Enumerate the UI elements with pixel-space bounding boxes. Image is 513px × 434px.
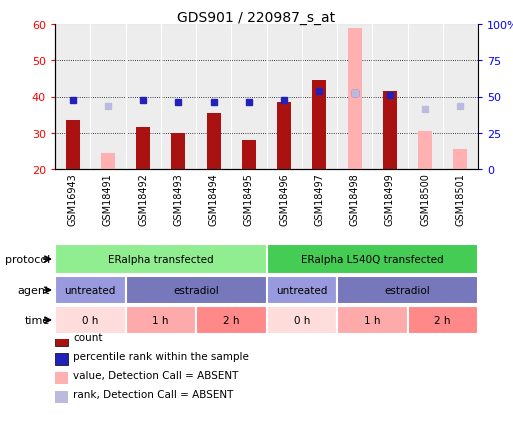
Bar — [90, 25, 126, 170]
Bar — [266, 276, 337, 304]
Bar — [312, 81, 326, 170]
Bar — [337, 276, 478, 304]
Bar — [161, 25, 196, 170]
Bar — [126, 276, 266, 304]
Bar — [407, 306, 478, 334]
Text: untreated: untreated — [65, 285, 116, 295]
Bar — [66, 121, 80, 170]
Text: 0 h: 0 h — [82, 315, 98, 325]
Text: agent: agent — [17, 285, 50, 295]
Bar — [55, 306, 126, 334]
Bar — [372, 25, 407, 170]
Bar — [418, 132, 432, 170]
Bar — [407, 25, 443, 170]
Text: value, Detection Call = ABSENT: value, Detection Call = ABSENT — [73, 370, 239, 380]
Bar — [126, 306, 196, 334]
Bar — [453, 150, 467, 170]
Text: 0 h: 0 h — [293, 315, 310, 325]
Text: protocol: protocol — [5, 254, 50, 264]
Bar — [337, 25, 372, 170]
Bar — [207, 114, 221, 170]
Bar — [383, 92, 397, 170]
Bar — [266, 244, 478, 274]
Bar — [55, 353, 68, 365]
Text: 2 h: 2 h — [435, 315, 451, 325]
Bar — [337, 306, 407, 334]
Bar — [55, 391, 68, 403]
Text: percentile rank within the sample: percentile rank within the sample — [73, 351, 249, 361]
Bar — [348, 29, 362, 170]
Bar — [196, 25, 231, 170]
Bar — [55, 25, 90, 170]
Bar — [231, 25, 266, 170]
Text: ERalpha L540Q transfected: ERalpha L540Q transfected — [301, 254, 444, 264]
Text: GDS901 / 220987_s_at: GDS901 / 220987_s_at — [177, 11, 336, 25]
Bar — [277, 103, 291, 170]
Bar — [196, 306, 266, 334]
Text: untreated: untreated — [276, 285, 327, 295]
Bar — [55, 334, 68, 346]
Bar — [55, 372, 68, 384]
Bar — [55, 276, 126, 304]
Bar — [302, 25, 337, 170]
Text: count: count — [73, 332, 103, 342]
Bar — [126, 25, 161, 170]
Bar — [55, 244, 266, 274]
Text: ERalpha transfected: ERalpha transfected — [108, 254, 213, 264]
Bar — [136, 128, 150, 170]
Bar — [242, 141, 256, 170]
Text: estradiol: estradiol — [173, 285, 219, 295]
Text: 1 h: 1 h — [152, 315, 169, 325]
Text: time: time — [25, 315, 50, 325]
Text: rank, Detection Call = ABSENT: rank, Detection Call = ABSENT — [73, 389, 233, 399]
Bar — [443, 25, 478, 170]
Bar — [101, 153, 115, 170]
Text: estradiol: estradiol — [385, 285, 430, 295]
Bar — [266, 25, 302, 170]
Bar — [171, 133, 185, 170]
Text: 2 h: 2 h — [223, 315, 240, 325]
Bar — [266, 306, 337, 334]
Text: 1 h: 1 h — [364, 315, 381, 325]
